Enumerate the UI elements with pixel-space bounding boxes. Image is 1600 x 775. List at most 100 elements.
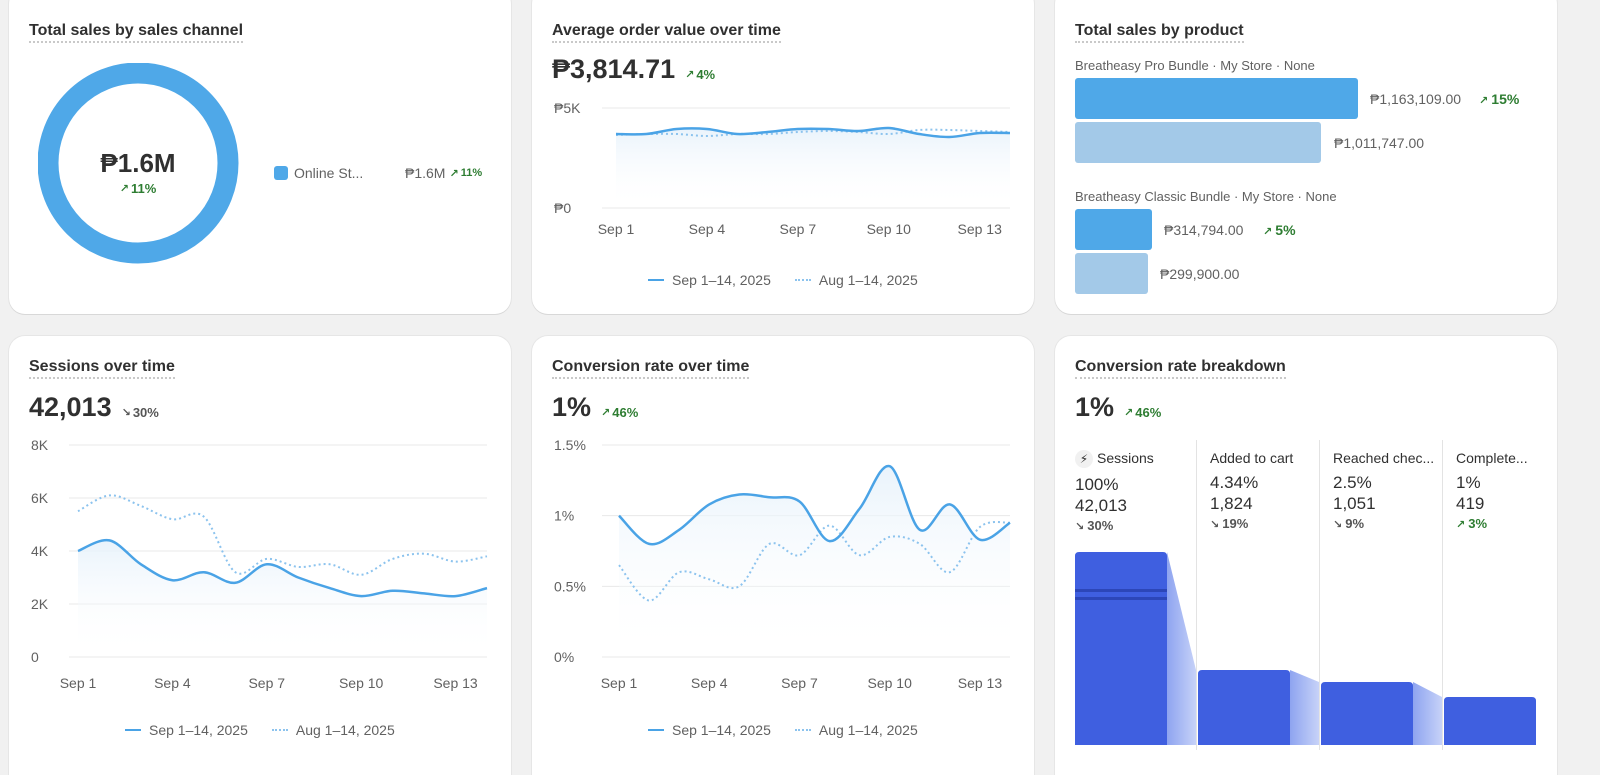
aov-trend: ↗ 4% bbox=[685, 60, 715, 90]
bar-product-0-current[interactable] bbox=[1075, 78, 1358, 119]
legend-value: ₱1.6M ↗ 11% bbox=[405, 165, 482, 181]
funnel-step-trend: ↗ 3% bbox=[1456, 516, 1528, 531]
series-line-previous[interactable] bbox=[77, 494, 488, 576]
aov-line-chart: ₱5K ₱0 Sep 1 Sep 4 Sep 7 Sep 10 Sep 13 bbox=[554, 100, 1011, 237]
sessions-value-row: 42,013 ↘ 30% bbox=[29, 392, 159, 428]
funnel-chart bbox=[1075, 552, 1536, 745]
trend-value: 4% bbox=[696, 67, 716, 82]
legend-current[interactable]: Sep 1–14, 2025 bbox=[648, 272, 771, 288]
legend-current-label: Sep 1–14, 2025 bbox=[149, 722, 248, 738]
x-tick-label: Sep 13 bbox=[958, 675, 1003, 691]
arrow-down-icon: ↘ bbox=[1210, 519, 1223, 531]
legend-trend-text: 11% bbox=[460, 167, 483, 179]
bar-value-product-1-previous: ₱299,900.00 bbox=[1160, 266, 1240, 282]
legend-dotted-swatch bbox=[271, 729, 288, 731]
donut-center-value: ₱1.6M bbox=[100, 148, 176, 178]
bar-value-product-1-current: ₱314,794.00 bbox=[1164, 222, 1244, 238]
x-tick-label: Sep 10 bbox=[868, 675, 913, 691]
trend-value: 3% bbox=[1468, 516, 1488, 531]
legend-previous[interactable]: Aug 1–14, 2025 bbox=[794, 722, 918, 738]
funnel-divider bbox=[1319, 440, 1320, 750]
x-tick-label: Sep 13 bbox=[433, 675, 478, 691]
funnel-bar[interactable] bbox=[1321, 682, 1413, 745]
funnel-step-label: Sessions bbox=[1097, 450, 1154, 466]
area-fill bbox=[616, 127, 1010, 208]
conversion-card: Conversion rate over time 1% ↗ 46% 1.5% 1%… bbox=[532, 336, 1034, 775]
conversion-value-row: 1% ↗ 46% bbox=[552, 392, 638, 428]
legend-trend: ↗ 11% bbox=[449, 167, 482, 180]
legend-solid-swatch bbox=[648, 279, 664, 281]
trend-value: 30% bbox=[1087, 518, 1114, 533]
legend-previous[interactable]: Aug 1–14, 2025 bbox=[794, 272, 918, 288]
donut-chart bbox=[38, 63, 239, 264]
legend-current[interactable]: Sep 1–14, 2025 bbox=[648, 722, 771, 738]
funnel-dropoff bbox=[1413, 682, 1442, 745]
legend-previous-label: Aug 1–14, 2025 bbox=[295, 722, 395, 738]
aov-legend: Sep 1–14, 2025 Aug 1–14, 2025 bbox=[648, 272, 918, 288]
breakdown-value-row: 1% ↗ 46% bbox=[1075, 392, 1161, 428]
donut-ring-online-store[interactable] bbox=[38, 63, 239, 264]
funnel-step-completed[interactable]: Complete... 1% 419 ↗ 3% bbox=[1456, 450, 1528, 531]
y-tick-label: 8K bbox=[31, 437, 49, 453]
x-tick-label: Sep 7 bbox=[780, 221, 817, 237]
arrow-up-icon: ↗ bbox=[601, 407, 611, 419]
series-line-previous[interactable] bbox=[615, 128, 1011, 138]
bar-product-1-previous[interactable] bbox=[1075, 253, 1148, 294]
series-line-current[interactable] bbox=[618, 464, 1011, 546]
card-title[interactable]: Conversion rate over time bbox=[552, 358, 750, 379]
trend-value: 30% bbox=[132, 405, 159, 420]
bar-product-1-current[interactable] bbox=[1075, 209, 1152, 250]
funnel-step-added-to-cart[interactable]: Added to cart 4.34% 1,824 ↘ 19% bbox=[1210, 450, 1293, 531]
trend-value: 11% bbox=[130, 181, 157, 196]
y-tick-label: 6K bbox=[31, 490, 49, 506]
card-title[interactable]: Average order value over time bbox=[552, 22, 781, 43]
legend-previous[interactable]: Aug 1–14, 2025 bbox=[271, 722, 395, 738]
card-title[interactable]: Conversion rate breakdown bbox=[1075, 358, 1286, 379]
x-tick-label: Sep 4 bbox=[691, 675, 728, 691]
funnel-bar[interactable] bbox=[1075, 552, 1167, 745]
funnel-bar[interactable] bbox=[1198, 670, 1290, 745]
arrow-up-icon: ↗ bbox=[1479, 95, 1492, 107]
funnel-step-reached-checkout[interactable]: Reached chec... 2.5% 1,051 ↘ 9% bbox=[1333, 450, 1434, 531]
x-tick-label: Sep 13 bbox=[958, 221, 1003, 237]
series-line-current[interactable] bbox=[615, 126, 1011, 139]
funnel-step-label: Reached chec... bbox=[1333, 450, 1435, 466]
legend-current[interactable]: Sep 1–14, 2025 bbox=[125, 722, 248, 738]
x-tick-label: Sep 1 bbox=[598, 221, 635, 237]
arrow-up-icon: ↗ bbox=[119, 183, 129, 195]
funnel-bar[interactable] bbox=[1444, 697, 1536, 745]
breakdown-value: 1% bbox=[1075, 392, 1115, 422]
series-line-current[interactable] bbox=[77, 538, 488, 598]
funnel-step-sessions[interactable]: ⚡ Sessions 100% 42,013 ↘ 30% bbox=[1075, 450, 1154, 533]
legend-online-store[interactable]: Online St... bbox=[274, 165, 363, 181]
arrow-up-icon: ↗ bbox=[449, 167, 459, 180]
bar-product-0-previous[interactable] bbox=[1075, 122, 1321, 163]
sessions-value: 42,013 bbox=[29, 392, 112, 422]
y-tick-label: 1% bbox=[554, 508, 574, 524]
series-line-previous[interactable] bbox=[618, 521, 1011, 602]
y-tick-label: ₱5K bbox=[554, 100, 581, 116]
legend-current-label: Sep 1–14, 2025 bbox=[672, 722, 771, 738]
bar-value-product-0-previous: ₱1,011,747.00 bbox=[1334, 135, 1425, 151]
funnel-step-trend: ↘ 30% bbox=[1075, 518, 1154, 533]
product-label-0: Breatheasy Pro Bundle · My Store · None bbox=[1075, 58, 1315, 73]
y-tick-label: 1.5% bbox=[554, 437, 586, 453]
arrow-down-icon: ↘ bbox=[1333, 519, 1346, 531]
bar-trend-product-1: ↗ 5% bbox=[1263, 222, 1296, 238]
card-title[interactable]: Total sales by product bbox=[1075, 22, 1244, 43]
legend-previous-label: Aug 1–14, 2025 bbox=[818, 272, 918, 288]
x-tick-label: Sep 4 bbox=[154, 675, 191, 691]
y-tick-label: 0 bbox=[31, 649, 39, 665]
legend-solid-swatch bbox=[648, 729, 664, 731]
card-title[interactable]: Sessions over time bbox=[29, 358, 175, 379]
breakdown-trend: ↗ 46% bbox=[1124, 398, 1161, 428]
funnel-divider bbox=[1442, 440, 1443, 750]
sales-channel-card: Total sales by sales channel ₱1.6M ↗ 11% … bbox=[9, 0, 511, 314]
funnel-divider bbox=[1196, 440, 1197, 750]
funnel-dropoff bbox=[1290, 670, 1319, 745]
donut-center-trend: ↗ 11% bbox=[38, 181, 238, 196]
product-label-1: Breatheasy Classic Bundle · My Store · N… bbox=[1075, 189, 1337, 204]
x-tick-label: Sep 10 bbox=[867, 221, 912, 237]
card-title[interactable]: Total sales by sales channel bbox=[29, 22, 244, 43]
x-tick-label: Sep 7 bbox=[248, 675, 285, 691]
